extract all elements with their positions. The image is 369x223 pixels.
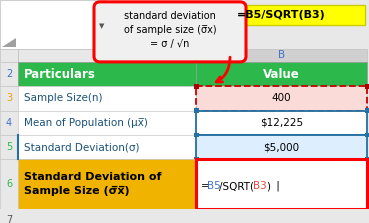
- Bar: [196, 159, 367, 209]
- Text: Mean of Population (μx̅): Mean of Population (μx̅): [24, 118, 148, 128]
- Text: Standard Deviation of
Sample Size (σ̅x̅): Standard Deviation of Sample Size (σ̅x̅): [24, 172, 162, 196]
- Bar: [0, 49, 18, 62]
- Bar: [196, 111, 367, 135]
- Bar: [107, 0, 369, 49]
- Bar: [196, 159, 367, 209]
- Text: Standard Deviation(σ): Standard Deviation(σ): [24, 142, 139, 152]
- Bar: [0, 0, 107, 49]
- Text: /SQRT(: /SQRT(: [219, 181, 254, 191]
- Bar: [365, 157, 369, 162]
- Text: Value: Value: [263, 68, 300, 81]
- Text: 6: 6: [6, 179, 12, 189]
- Text: $5,000: $5,000: [263, 142, 300, 152]
- Bar: [365, 84, 369, 89]
- Bar: [193, 108, 199, 113]
- Bar: [193, 133, 199, 137]
- Text: B3: B3: [253, 181, 267, 191]
- Text: 5: 5: [6, 142, 12, 152]
- Text: ▼: ▼: [99, 23, 105, 29]
- Polygon shape: [2, 37, 16, 47]
- Bar: [193, 108, 199, 113]
- Bar: [0, 86, 18, 111]
- Bar: [0, 62, 18, 86]
- Bar: [18, 135, 196, 159]
- Bar: [193, 133, 199, 137]
- Text: B: B: [278, 50, 285, 60]
- Bar: [196, 86, 367, 111]
- Bar: [18, 86, 196, 111]
- FancyBboxPatch shape: [94, 2, 246, 62]
- Bar: [196, 49, 367, 62]
- Bar: [365, 133, 369, 137]
- Bar: [196, 135, 367, 159]
- Bar: [193, 84, 199, 89]
- Bar: [0, 209, 18, 223]
- Bar: [0, 159, 18, 209]
- Bar: [365, 108, 369, 113]
- Text: 4: 4: [6, 118, 12, 128]
- Bar: [0, 135, 18, 159]
- Text: 7: 7: [6, 215, 12, 223]
- Text: $12,225: $12,225: [260, 118, 303, 128]
- Bar: [196, 209, 367, 223]
- Bar: [365, 133, 369, 137]
- Text: Particulars: Particulars: [24, 68, 96, 81]
- Bar: [18, 62, 196, 86]
- Bar: [196, 111, 367, 135]
- Bar: [18, 209, 196, 223]
- Bar: [365, 108, 369, 113]
- Text: 3: 3: [6, 93, 12, 103]
- Bar: [198, 5, 365, 25]
- Text: =B5/SQRT(B3): =B5/SQRT(B3): [237, 10, 326, 20]
- Text: ): ): [266, 181, 270, 191]
- Bar: [0, 111, 18, 135]
- Text: standard deviation
of sample size (σ̅x)
= σ / √n: standard deviation of sample size (σ̅x) …: [124, 11, 216, 50]
- Bar: [18, 111, 196, 135]
- Text: 400: 400: [272, 93, 291, 103]
- Text: =: =: [201, 181, 210, 191]
- Bar: [18, 159, 196, 209]
- Text: B5: B5: [207, 181, 221, 191]
- Text: |: |: [273, 181, 280, 191]
- Bar: [196, 62, 367, 86]
- Text: 2: 2: [6, 69, 12, 79]
- Bar: [18, 49, 196, 62]
- Text: Sample Size(n): Sample Size(n): [24, 93, 103, 103]
- Bar: [193, 157, 199, 162]
- Bar: [196, 86, 367, 111]
- Bar: [196, 135, 367, 159]
